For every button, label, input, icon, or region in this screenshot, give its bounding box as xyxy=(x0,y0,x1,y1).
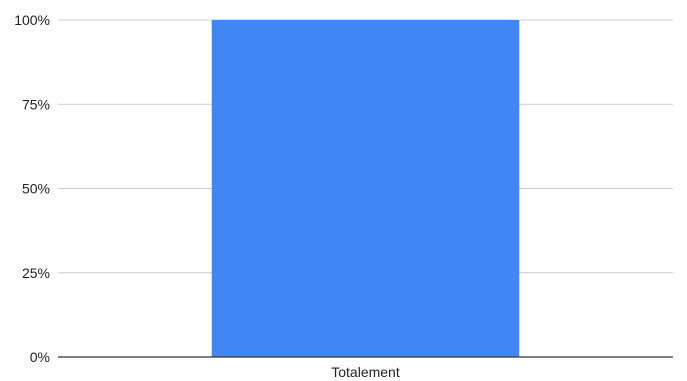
y-tick-label: 0% xyxy=(30,349,50,365)
y-tick-label: 25% xyxy=(22,265,50,281)
y-tick-label: 100% xyxy=(14,12,50,28)
y-tick-label: 75% xyxy=(22,96,50,112)
bar xyxy=(211,20,520,357)
bars xyxy=(211,20,520,357)
labels: 0% 25% 50% 75% 100% Totalement xyxy=(14,12,400,380)
y-tick-label: 50% xyxy=(22,181,50,197)
x-category-label: Totalement xyxy=(331,364,400,380)
